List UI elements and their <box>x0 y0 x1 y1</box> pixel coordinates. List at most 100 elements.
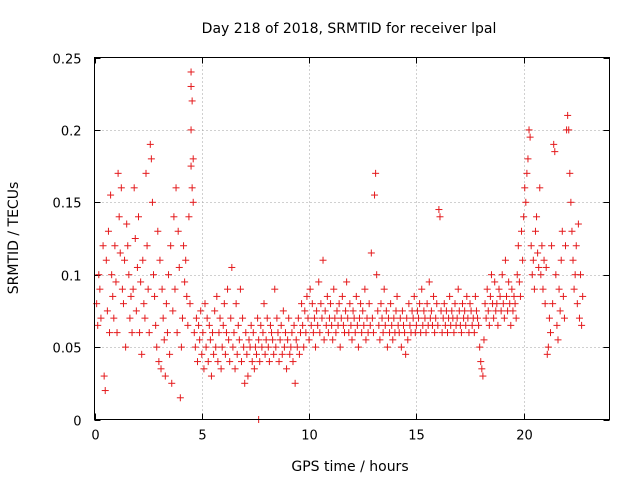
data-point <box>526 133 534 141</box>
data-point <box>498 271 506 279</box>
x-tick-label: 15 <box>408 429 425 444</box>
data-point <box>496 292 504 300</box>
data-point <box>397 343 405 351</box>
data-point <box>146 140 154 148</box>
data-point <box>218 343 226 351</box>
data-point <box>348 336 356 344</box>
data-point <box>483 285 491 293</box>
data-point <box>242 329 250 337</box>
data-point <box>484 307 492 315</box>
data-point <box>128 329 136 337</box>
data-point <box>529 256 537 264</box>
y-tick-labels: 0 0.05 0.1 0.15 0.2 0.25 <box>53 53 82 430</box>
data-point <box>511 300 519 308</box>
data-point <box>472 307 480 315</box>
data-point <box>257 321 265 329</box>
data-point <box>312 343 320 351</box>
data-point <box>556 307 564 315</box>
data-point <box>332 329 340 337</box>
data-point <box>369 329 377 337</box>
data-point <box>94 321 102 329</box>
data-point <box>198 350 206 358</box>
data-point <box>195 321 203 329</box>
data-point <box>302 329 310 337</box>
data-point <box>153 343 161 351</box>
data-point <box>97 314 105 322</box>
data-point <box>552 271 560 279</box>
data-point <box>298 300 306 308</box>
data-point <box>376 336 384 344</box>
data-point <box>480 336 488 344</box>
data-point <box>269 336 277 344</box>
data-point <box>374 307 382 315</box>
data-point <box>406 321 414 329</box>
data-point <box>579 292 587 300</box>
data-point <box>544 343 552 351</box>
data-point <box>431 329 439 337</box>
data-point <box>416 300 424 308</box>
data-point <box>239 314 247 322</box>
data-point <box>462 321 470 329</box>
data-point <box>396 314 404 322</box>
data-point <box>352 292 360 300</box>
data-point <box>537 271 545 279</box>
data-point <box>288 329 296 337</box>
data-point <box>122 343 130 351</box>
data-point <box>291 379 299 387</box>
data-point <box>377 300 385 308</box>
data-point <box>175 263 183 271</box>
data-point <box>432 314 440 322</box>
data-point <box>243 350 251 358</box>
data-point <box>575 314 583 322</box>
data-point <box>481 300 489 308</box>
data-point <box>314 321 322 329</box>
data-point <box>430 292 438 300</box>
data-point <box>286 350 294 358</box>
data-point <box>309 329 317 337</box>
data-point <box>425 278 433 286</box>
x-tick-label: 0 <box>91 429 99 444</box>
data-point <box>392 307 400 315</box>
data-point <box>190 329 198 337</box>
data-point <box>368 314 376 322</box>
data-point <box>196 336 204 344</box>
data-point <box>254 314 262 322</box>
data-point <box>485 321 493 329</box>
data-point <box>347 321 355 329</box>
y-tick-label: 0.05 <box>53 342 82 357</box>
data-point <box>156 256 164 264</box>
data-point <box>112 278 120 286</box>
data-point <box>289 358 297 366</box>
data-point <box>479 372 487 380</box>
data-point <box>434 321 442 329</box>
data-point <box>371 191 379 199</box>
data-point <box>541 300 549 308</box>
data-point <box>222 329 230 337</box>
data-point <box>536 184 544 192</box>
data-point <box>170 213 178 221</box>
data-point <box>559 292 567 300</box>
data-point <box>555 285 563 293</box>
data-point <box>253 350 261 358</box>
x-tick-label: 10 <box>301 429 318 444</box>
data-point <box>305 336 313 344</box>
data-point <box>523 169 531 177</box>
data-point <box>95 271 103 279</box>
data-point <box>564 111 572 119</box>
data-point <box>194 358 201 366</box>
data-point <box>124 242 132 250</box>
data-point <box>333 307 341 315</box>
data-point <box>214 358 222 366</box>
data-point <box>187 68 195 76</box>
data-point <box>304 314 312 322</box>
data-point <box>159 314 167 322</box>
data-point <box>150 271 158 279</box>
data-point <box>366 321 374 329</box>
data-point <box>471 292 479 300</box>
data-point <box>538 242 546 250</box>
data-point <box>110 314 118 322</box>
data-point <box>310 314 318 322</box>
data-point <box>168 379 176 387</box>
data-point <box>505 278 513 286</box>
data-point <box>365 300 373 308</box>
